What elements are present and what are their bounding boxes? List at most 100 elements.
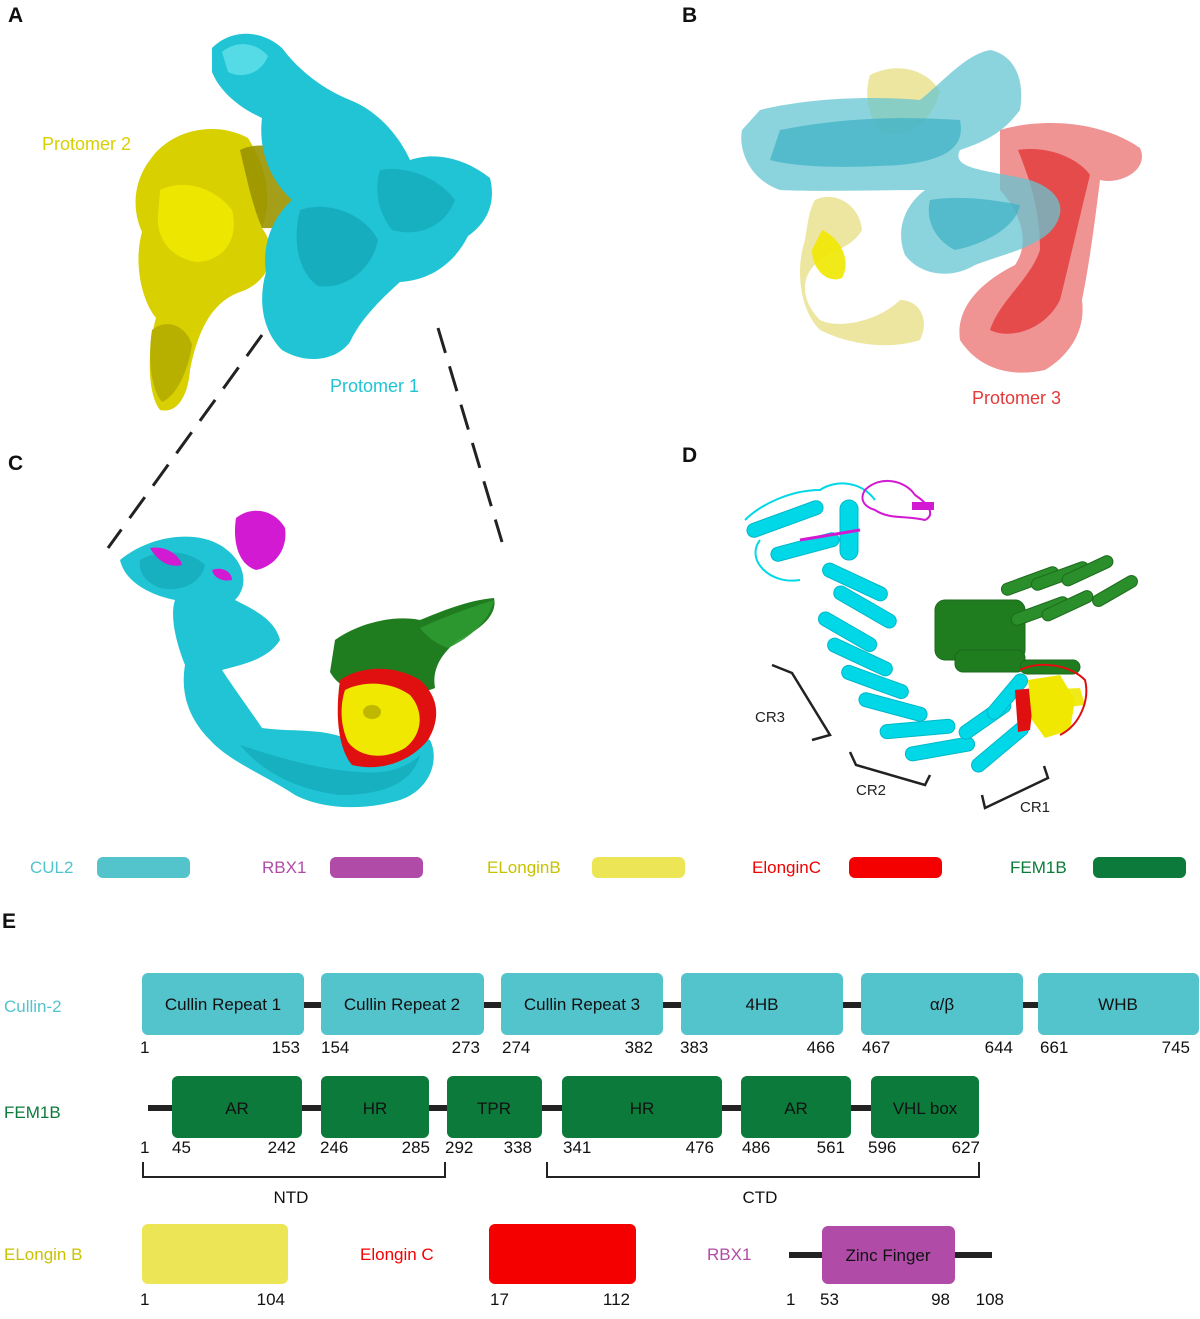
rbx1-n-term: 1 bbox=[786, 1290, 795, 1309]
domain-label: WHB bbox=[1098, 995, 1138, 1014]
elonginc-name: Elongin C bbox=[360, 1245, 434, 1264]
legend-swatch-elonginc bbox=[849, 857, 942, 878]
label-cr2: CR2 bbox=[856, 782, 886, 799]
rbx1-domain-bar bbox=[822, 1226, 955, 1284]
cullin2-domain: 4HB 383 466 bbox=[680, 973, 843, 1057]
rbx1-name: RBX1 bbox=[707, 1245, 751, 1264]
panel-c: C bbox=[8, 452, 495, 808]
zoom-guide-right bbox=[436, 327, 504, 543]
fem1b-name: FEM1B bbox=[4, 1103, 61, 1122]
elonginb-end: 104 bbox=[257, 1290, 285, 1309]
residue-end: 153 bbox=[272, 1038, 300, 1057]
ctd-label: CTD bbox=[743, 1188, 778, 1207]
label-cr3: CR3 bbox=[755, 709, 785, 726]
panel-letter-b: B bbox=[682, 4, 697, 27]
rbx1-start: 53 bbox=[820, 1290, 839, 1309]
domain-label: Cullin Repeat 3 bbox=[524, 995, 640, 1014]
residue-end: 338 bbox=[504, 1138, 532, 1157]
cul2-cartoon bbox=[746, 499, 1029, 773]
cullin2-name: Cullin-2 bbox=[4, 997, 62, 1016]
elonginb-domain-map: ELongin B 1 104 bbox=[4, 1224, 288, 1309]
rbx1-domain-map: RBX1 Zinc Finger 1 53 98 108 bbox=[707, 1226, 1004, 1309]
legend-label-fem1b: FEM1B bbox=[1010, 858, 1067, 877]
fem1b-cartoon bbox=[934, 555, 1138, 675]
residue-end: 382 bbox=[625, 1038, 653, 1057]
color-legend: CUL2 RBX1 ELonginB ElonginC FEM1B bbox=[30, 857, 1186, 878]
bracket-cr3 bbox=[771, 663, 832, 742]
domain-label: 4HB bbox=[745, 995, 778, 1014]
residue-start: 274 bbox=[502, 1038, 530, 1057]
elonginb-density bbox=[341, 683, 420, 756]
legend-swatch-rbx1 bbox=[330, 857, 423, 878]
residue-end: 745 bbox=[1162, 1038, 1190, 1057]
legend-label-elonginc: ElonginC bbox=[752, 858, 821, 877]
domain-label: VHL box bbox=[893, 1099, 958, 1118]
elongin-cartoon bbox=[1015, 663, 1088, 738]
fem1b-density bbox=[330, 598, 495, 692]
residue-start: 383 bbox=[680, 1038, 708, 1057]
legend-swatch-cul2 bbox=[97, 857, 190, 878]
residue-end: 644 bbox=[985, 1038, 1013, 1057]
fem1b-domain: AR 45 242 bbox=[172, 1076, 302, 1157]
residue-end: 476 bbox=[686, 1138, 714, 1157]
zoom-guide-left bbox=[106, 334, 264, 549]
residue-start: 596 bbox=[868, 1138, 896, 1157]
residue-end: 561 bbox=[817, 1138, 845, 1157]
elonginb-name: ELongin B bbox=[4, 1245, 82, 1264]
label-protomer-1: Protomer 1 bbox=[330, 376, 419, 396]
rbx1-density bbox=[150, 510, 286, 581]
legend-label-cul2: CUL2 bbox=[30, 858, 73, 877]
legend-swatch-elonginb bbox=[592, 857, 685, 878]
panel-b: B Protomer 3 bbox=[682, 4, 1142, 408]
fem1b-domain: VHL box 596 627 bbox=[868, 1076, 980, 1157]
fem1b-domain: HR 341 476 bbox=[562, 1076, 722, 1157]
fem1b-start: 1 bbox=[140, 1138, 149, 1157]
cullin2-domain: α/β 467 644 bbox=[861, 973, 1023, 1057]
legend-label-elonginb: ELonginB bbox=[487, 858, 561, 877]
cul2-density-c bbox=[120, 536, 434, 808]
label-cr1: CR1 bbox=[1020, 799, 1050, 816]
panel-letter-a: A bbox=[8, 4, 23, 27]
panel-letter-c: C bbox=[8, 452, 23, 475]
cul2-loops bbox=[744, 482, 876, 582]
residue-start: 292 bbox=[445, 1138, 473, 1157]
residue-start: 341 bbox=[563, 1138, 591, 1157]
rbx1-end: 98 bbox=[931, 1290, 950, 1309]
domain-label: Cullin Repeat 2 bbox=[344, 995, 460, 1014]
panel-letter-d: D bbox=[682, 444, 697, 467]
legend-label-rbx1: RBX1 bbox=[262, 858, 306, 877]
panel-e: E Cullin-2 Cullin Repeat 1 1 153 Cullin … bbox=[2, 910, 1199, 1309]
cullin2-domain: WHB 661 745 bbox=[1038, 973, 1199, 1057]
elonginc-start: 17 bbox=[490, 1290, 509, 1309]
legend-swatch-fem1b bbox=[1093, 857, 1186, 878]
fem1b-domain: HR 246 285 bbox=[320, 1076, 430, 1157]
protomer1-density bbox=[212, 33, 492, 360]
elonginb-bar bbox=[142, 1224, 288, 1284]
cullin2-domain: Cullin Repeat 2 154 273 bbox=[321, 973, 484, 1057]
residue-start: 1 bbox=[140, 1038, 149, 1057]
domain-label: TPR bbox=[477, 1099, 511, 1118]
fem1b-domain-map: FEM1B 1 AR 45 242 HR 246 285 TPR 292 338 bbox=[4, 1076, 980, 1207]
ctd-bracket bbox=[546, 1162, 980, 1178]
residue-end: 273 bbox=[452, 1038, 480, 1057]
rbx1-c-term: 108 bbox=[976, 1290, 1004, 1309]
domain-label: Cullin Repeat 1 bbox=[165, 995, 281, 1014]
residue-start: 467 bbox=[862, 1038, 890, 1057]
residue-end: 285 bbox=[402, 1138, 430, 1157]
residue-end: 627 bbox=[952, 1138, 980, 1157]
elonginc-end: 112 bbox=[603, 1290, 630, 1309]
bracket-cr2 bbox=[848, 751, 932, 787]
panel-d: D bbox=[682, 444, 1138, 816]
fem1b-domain: TPR 292 338 bbox=[445, 1076, 542, 1157]
domain-label: HR bbox=[630, 1099, 655, 1118]
domain-label: AR bbox=[784, 1099, 808, 1118]
elonginc-domain-map: Elongin C 17 112 bbox=[360, 1224, 636, 1309]
residue-start: 45 bbox=[172, 1138, 191, 1157]
cullin2-domain-map: Cullin-2 Cullin Repeat 1 1 153 Cullin Re… bbox=[4, 973, 1199, 1057]
residue-end: 466 bbox=[807, 1038, 835, 1057]
cullin2-domain: Cullin Repeat 3 274 382 bbox=[501, 973, 663, 1057]
rbx1-domain-label: Zinc Finger bbox=[845, 1246, 930, 1265]
protomer1-density-b bbox=[741, 50, 1061, 274]
ntd-bracket bbox=[142, 1162, 446, 1178]
